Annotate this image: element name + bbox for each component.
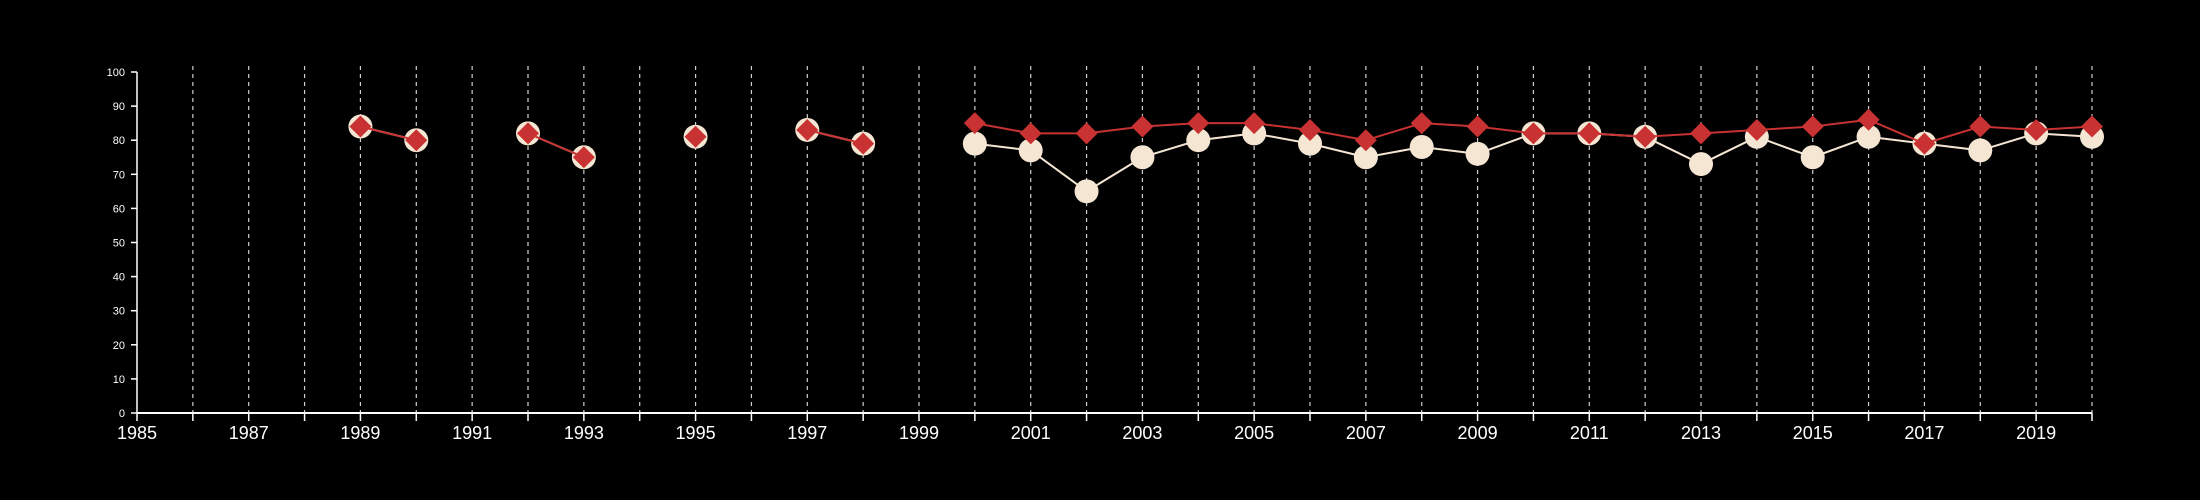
series-0-point-2002	[1074, 179, 1099, 204]
series-1-point-2008	[1410, 112, 1433, 135]
y-tick-label-20: 20	[113, 340, 125, 352]
series-1-segment-1997-1998	[807, 128, 864, 145]
series-1-point-1992	[517, 122, 539, 145]
y-tick-label-100: 100	[107, 67, 125, 79]
series-1-point-2006	[1299, 118, 1321, 141]
series-0-point-2013	[1689, 152, 1713, 177]
series-1-point-2010	[1522, 122, 1545, 145]
x-tick-label-1991: 1991	[452, 423, 492, 443]
series-1-point-2002	[1075, 122, 1098, 145]
y-tick-label-30: 30	[113, 306, 125, 318]
series-1-point-2001	[1019, 122, 1042, 145]
series-1-segment-2007-2008	[1365, 122, 1423, 142]
x-tick-label-2009: 2009	[1458, 423, 1498, 443]
series-0-circle	[348, 114, 2104, 204]
series-1-point-2000	[963, 112, 986, 135]
series-1-point-1997	[796, 118, 819, 141]
x-tick-label-1995: 1995	[676, 423, 716, 443]
series-0-point-2018	[1968, 138, 1993, 163]
x-tick-label-1985: 1985	[117, 423, 157, 443]
data-series	[348, 108, 2104, 204]
y-tick-label-60: 60	[113, 203, 125, 215]
y-tick-label-10: 10	[113, 374, 125, 386]
series-1-segment-2006-2007	[1309, 128, 1367, 142]
y-tick-label-80: 80	[113, 135, 125, 147]
x-tick-label-1989: 1989	[340, 423, 380, 443]
series-1-segment-1992-1993	[527, 132, 585, 159]
series-1-segment-2016-2017	[1868, 118, 1925, 145]
x-tick-label-2017: 2017	[1904, 423, 1944, 443]
series-1-point-2004	[1187, 112, 1210, 135]
series-0-point-2007	[1353, 145, 1378, 170]
y-tick-label-50: 50	[113, 238, 125, 250]
series-1-point-2014	[1745, 118, 1768, 141]
series-1-point-1998	[852, 132, 875, 155]
y-tick-label-90: 90	[113, 101, 125, 113]
y-tick-label-70: 70	[113, 169, 125, 181]
series-1-point-2005	[1243, 112, 1266, 135]
series-0-point-2009	[1465, 141, 1490, 166]
series-1-diamond	[349, 108, 2103, 169]
y-tick-label-40: 40	[113, 272, 125, 284]
series-1-point-2003	[1131, 115, 1154, 138]
series-1-segment-2017-2018	[1924, 125, 1981, 145]
x-tick-label-1999: 1999	[899, 423, 939, 443]
x-tick-label-1997: 1997	[787, 423, 827, 443]
series-1-point-2015	[1801, 115, 1824, 138]
x-tick-label-2011: 2011	[1570, 423, 1609, 443]
x-tick-label-2005: 2005	[1234, 423, 1274, 443]
series-1-point-2017	[1913, 132, 1936, 155]
series-1-point-2007	[1354, 129, 1377, 152]
series-0-point-2015	[1800, 145, 1825, 170]
x-tick-label-1987: 1987	[229, 423, 269, 443]
series-1-point-2019	[2025, 118, 2048, 141]
series-1-point-1990	[405, 129, 428, 152]
series-0-point-2001	[1018, 138, 1043, 163]
series-0-point-2016	[1856, 124, 1881, 149]
series-1-point-2009	[1466, 115, 1489, 138]
series-1-point-1993	[572, 146, 595, 169]
series-0-point-2004	[1186, 128, 1211, 153]
x-tick-label-2015: 2015	[1793, 423, 1833, 443]
series-1-point-2016	[1857, 108, 1880, 131]
series-1-segment-1989-1990	[360, 125, 417, 142]
series-1-point-2020	[2081, 115, 2103, 138]
series-0-point-2003	[1130, 145, 1155, 170]
axes: 0 10 20 30 40 50 60 70 80 90 100 1985 1987 1989 1991 19…	[107, 67, 2093, 443]
x-tick-label-2019: 2019	[2016, 423, 2056, 443]
series-1-point-1995	[684, 125, 707, 148]
series-1-segment-2000-2001	[974, 122, 1031, 135]
x-tick-label-2013: 2013	[1681, 423, 1721, 443]
series-1-point-2018	[1969, 115, 1992, 138]
series-1-point-2013	[1690, 122, 1712, 145]
x-tick-label-1993: 1993	[564, 423, 604, 443]
y-tick-label-0: 0	[119, 408, 125, 420]
x-tick-label-2007: 2007	[1346, 423, 1386, 443]
series-0-point-2008	[1409, 135, 1434, 160]
series-1-point-2012	[1634, 125, 1657, 148]
x-tick-label-2001: 2001	[1011, 423, 1051, 443]
series-0-point-2000	[962, 131, 987, 156]
x-tick-label-2003: 2003	[1122, 423, 1162, 443]
series-0-point-2006	[1298, 131, 1322, 156]
series-1-point-2011	[1578, 122, 1601, 145]
series-1-point-1989	[349, 115, 372, 138]
